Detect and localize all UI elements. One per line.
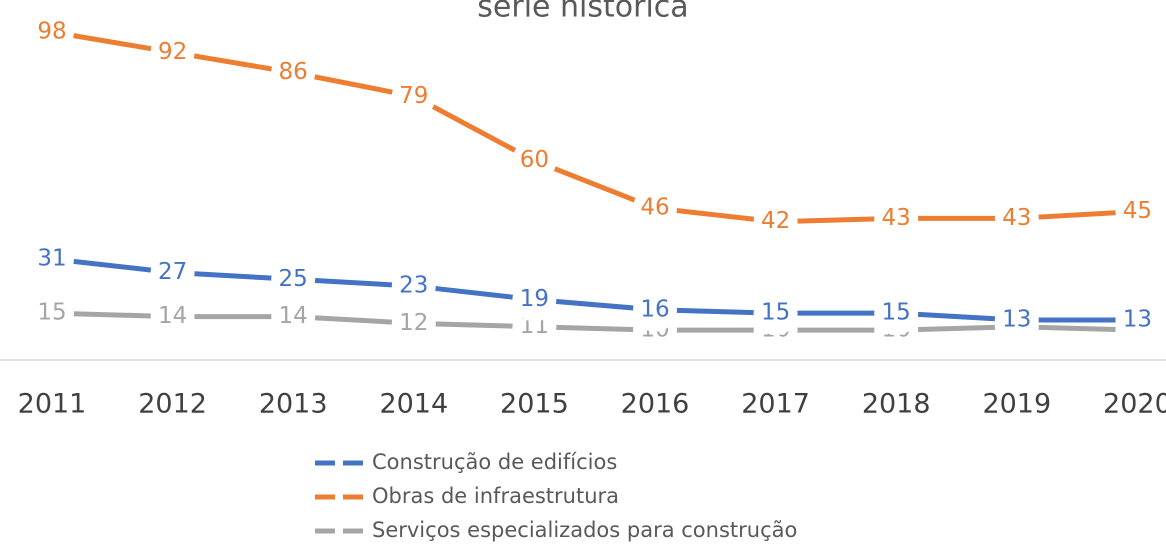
label-bg: [512, 277, 557, 322]
label-bg: [1115, 189, 1160, 234]
label-bg: [150, 294, 195, 339]
data-label: 46: [640, 195, 669, 221]
label-bg: [753, 291, 798, 336]
x-tick-label: 2014: [379, 389, 448, 420]
label-bg: [994, 196, 1039, 241]
x-tick-label: 2013: [259, 389, 328, 420]
label-bg: [633, 287, 677, 332]
label-bg: [391, 264, 436, 309]
data-label: 15: [37, 300, 66, 326]
data-label: 19: [520, 286, 549, 312]
line: [51, 310, 1138, 333]
label-bg: [874, 291, 919, 336]
label-bg: [391, 74, 436, 119]
label-bg: [150, 250, 195, 295]
data-label: 43: [1002, 205, 1031, 231]
label-bg: [271, 257, 316, 302]
data-label: 60: [520, 147, 549, 173]
data-label: 42: [761, 208, 790, 234]
data-label: 13: [1002, 306, 1031, 332]
data-label: 23: [399, 273, 428, 299]
x-tick-label: 2020: [1103, 389, 1166, 420]
label-bg: [874, 196, 919, 241]
legend-label: Serviços especializados para construção: [372, 518, 797, 542]
data-label: 25: [279, 266, 308, 292]
data-label: 79: [399, 83, 428, 109]
x-tick-label: 2016: [621, 389, 690, 420]
x-tick-label: 2012: [138, 389, 207, 420]
line: [51, 256, 1138, 323]
data-label: 14: [158, 303, 187, 329]
x-tick-label: 2018: [862, 389, 931, 420]
legend-label: Obras de infraestrutura: [372, 484, 619, 508]
label-bg: [30, 291, 74, 336]
line: [51, 29, 1138, 225]
data-label: 98: [37, 18, 66, 44]
data-label: 43: [882, 205, 911, 231]
label-bg: [391, 301, 436, 346]
x-tick-label: 2017: [741, 389, 810, 420]
label-bg: [753, 199, 798, 244]
data-label: 92: [158, 39, 187, 65]
label-bg: [994, 297, 1039, 342]
data-label: 12: [399, 310, 428, 336]
label-bg: [271, 50, 316, 95]
chart-title: série histórica: [477, 0, 688, 25]
data-label: 16: [640, 296, 669, 322]
label-bg: [30, 9, 74, 54]
data-label: 45: [1123, 198, 1152, 224]
data-label: 27: [158, 259, 187, 285]
label-bg: [1115, 297, 1160, 342]
x-tick-label: 2015: [500, 389, 569, 420]
label-bg: [271, 294, 316, 339]
x-tick-label: 2019: [982, 389, 1051, 420]
label-bg: [150, 30, 195, 75]
label-bg: [633, 186, 677, 231]
label-bg: [30, 236, 74, 281]
data-label: 13: [1123, 306, 1152, 332]
x-tick-label: 2011: [18, 389, 87, 420]
data-label: 31: [37, 245, 66, 271]
data-label: 14: [279, 303, 308, 329]
legend-label: Construção de edifícios: [372, 450, 617, 474]
data-label: 15: [761, 300, 790, 326]
label-bg: [512, 138, 557, 183]
data-label: 86: [279, 59, 308, 85]
data-label: 15: [882, 300, 911, 326]
